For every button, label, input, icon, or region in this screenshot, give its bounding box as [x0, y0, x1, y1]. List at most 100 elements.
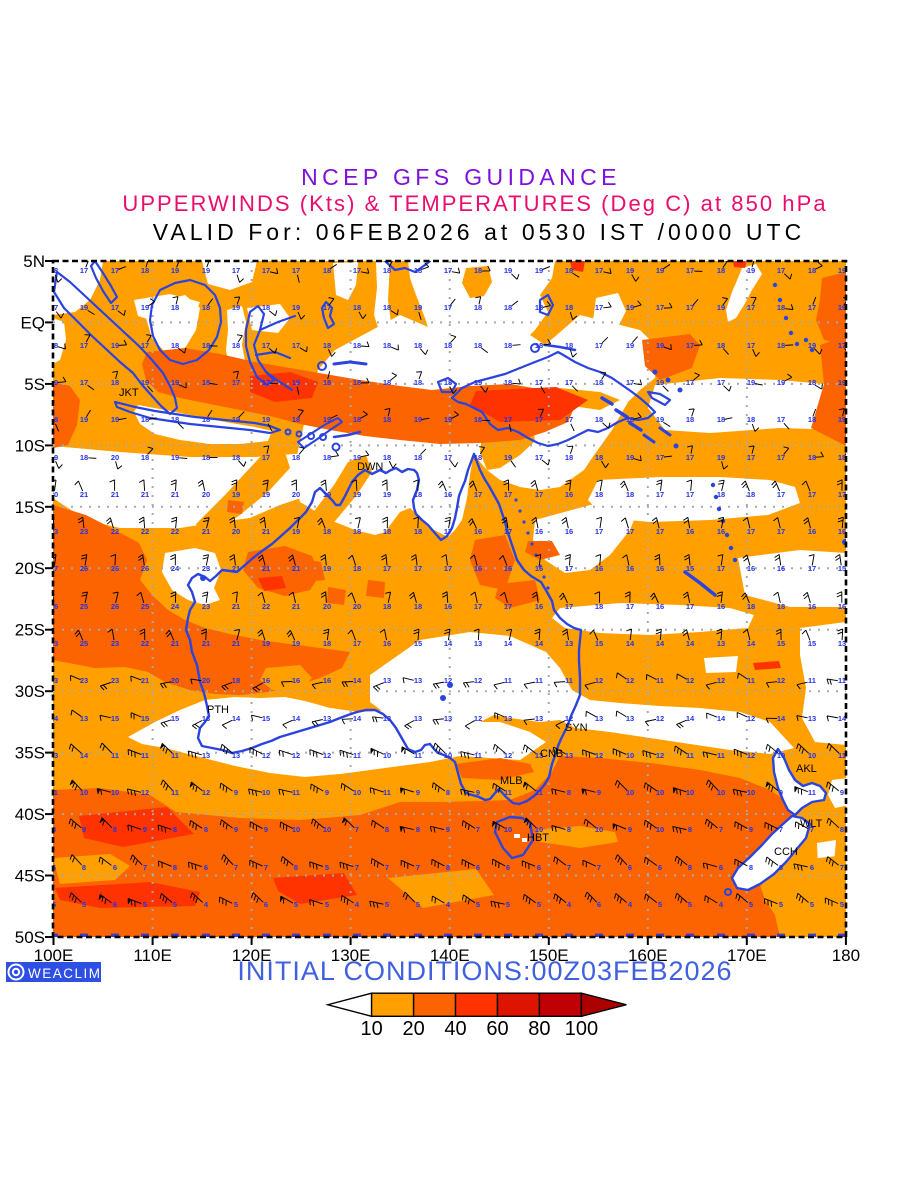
svg-text:40: 40 — [444, 1018, 466, 1040]
svg-text:18: 18 — [444, 378, 452, 387]
svg-text:19: 19 — [504, 266, 512, 275]
svg-text:5: 5 — [143, 900, 147, 909]
svg-text:5: 5 — [173, 900, 177, 909]
svg-text:18: 18 — [353, 564, 361, 573]
svg-text:17: 17 — [626, 602, 634, 611]
svg-text:18: 18 — [808, 266, 816, 275]
svg-text:50S: 50S — [15, 928, 45, 947]
svg-text:18: 18 — [747, 602, 755, 611]
svg-text:19: 19 — [504, 453, 512, 462]
svg-text:18: 18 — [202, 453, 210, 462]
svg-text:WLT: WLT — [800, 818, 823, 830]
svg-text:18: 18 — [323, 266, 331, 275]
svg-text:15S: 15S — [15, 498, 45, 517]
svg-text:19: 19 — [717, 303, 725, 312]
svg-text:11: 11 — [808, 788, 816, 797]
svg-text:18: 18 — [414, 378, 422, 387]
svg-text:16: 16 — [444, 602, 452, 611]
svg-text:45S: 45S — [15, 867, 45, 886]
svg-text:18: 18 — [777, 341, 785, 350]
svg-text:10: 10 — [292, 825, 300, 834]
svg-text:9: 9 — [476, 788, 480, 797]
svg-text:21: 21 — [141, 676, 149, 685]
svg-text:14: 14 — [50, 714, 59, 723]
svg-text:9: 9 — [628, 825, 632, 834]
svg-text:9: 9 — [143, 825, 147, 834]
svg-text:19: 19 — [323, 415, 331, 424]
svg-text:18: 18 — [595, 378, 603, 387]
svg-text:21: 21 — [292, 564, 300, 573]
svg-text:13: 13 — [504, 714, 512, 723]
svg-text:CNB: CNB — [540, 748, 563, 760]
svg-text:8: 8 — [52, 825, 56, 834]
svg-text:20S: 20S — [15, 559, 45, 578]
svg-text:17: 17 — [626, 378, 634, 387]
svg-text:30S: 30S — [15, 682, 45, 701]
svg-text:17: 17 — [595, 303, 603, 312]
svg-text:5: 5 — [779, 900, 783, 909]
svg-text:5: 5 — [506, 900, 510, 909]
svg-text:11: 11 — [292, 788, 300, 797]
svg-text:11: 11 — [141, 751, 149, 760]
svg-text:22: 22 — [141, 527, 149, 536]
svg-text:18: 18 — [353, 303, 361, 312]
svg-text:17: 17 — [565, 602, 573, 611]
svg-text:5: 5 — [52, 900, 56, 909]
svg-text:9: 9 — [264, 825, 268, 834]
svg-text:22: 22 — [171, 527, 179, 536]
svg-text:23: 23 — [80, 527, 88, 536]
svg-text:21: 21 — [80, 490, 88, 499]
svg-text:6: 6 — [810, 863, 814, 872]
svg-text:10: 10 — [360, 1018, 382, 1040]
svg-text:9: 9 — [840, 788, 844, 797]
svg-text:8: 8 — [173, 863, 177, 872]
svg-text:18: 18 — [444, 341, 452, 350]
svg-text:17: 17 — [717, 564, 725, 573]
svg-text:17: 17 — [444, 453, 452, 462]
svg-text:13: 13 — [414, 714, 422, 723]
svg-text:8: 8 — [749, 863, 753, 872]
svg-text:11: 11 — [414, 751, 422, 760]
svg-text:18: 18 — [565, 266, 573, 275]
svg-text:22: 22 — [111, 527, 119, 536]
svg-text:17: 17 — [686, 490, 694, 499]
svg-text:6: 6 — [113, 863, 117, 872]
svg-text:17: 17 — [504, 415, 512, 424]
svg-text:5: 5 — [294, 900, 298, 909]
svg-text:18: 18 — [717, 341, 725, 350]
svg-text:8: 8 — [446, 863, 450, 872]
svg-text:19: 19 — [717, 453, 725, 462]
svg-text:21: 21 — [292, 602, 300, 611]
svg-text:7: 7 — [143, 863, 147, 872]
svg-text:23: 23 — [50, 676, 58, 685]
svg-text:18: 18 — [202, 415, 210, 424]
svg-text:10: 10 — [262, 788, 270, 797]
svg-text:17: 17 — [747, 303, 755, 312]
svg-text:17: 17 — [747, 527, 755, 536]
svg-text:18: 18 — [717, 415, 725, 424]
svg-text:19: 19 — [292, 303, 300, 312]
svg-text:9: 9 — [416, 788, 420, 797]
svg-text:26: 26 — [141, 564, 149, 573]
svg-text:17: 17 — [595, 266, 603, 275]
svg-text:5: 5 — [810, 900, 814, 909]
svg-text:130E: 130E — [331, 946, 371, 965]
svg-text:12: 12 — [262, 751, 270, 760]
svg-text:16: 16 — [838, 527, 846, 536]
svg-text:19: 19 — [656, 415, 664, 424]
svg-text:13: 13 — [808, 714, 816, 723]
svg-text:16: 16 — [565, 527, 573, 536]
svg-text:DWN: DWN — [357, 461, 383, 473]
svg-text:16: 16 — [474, 564, 482, 573]
svg-text:11: 11 — [838, 676, 846, 685]
svg-text:27: 27 — [50, 564, 58, 573]
svg-text:6: 6 — [628, 863, 632, 872]
svg-text:7: 7 — [234, 863, 238, 872]
svg-text:20: 20 — [50, 490, 58, 499]
svg-text:13: 13 — [444, 714, 452, 723]
svg-text:11: 11 — [565, 676, 573, 685]
svg-text:20: 20 — [202, 676, 210, 685]
svg-text:21: 21 — [141, 490, 149, 499]
svg-text:17: 17 — [777, 453, 785, 462]
svg-text:17: 17 — [686, 303, 694, 312]
